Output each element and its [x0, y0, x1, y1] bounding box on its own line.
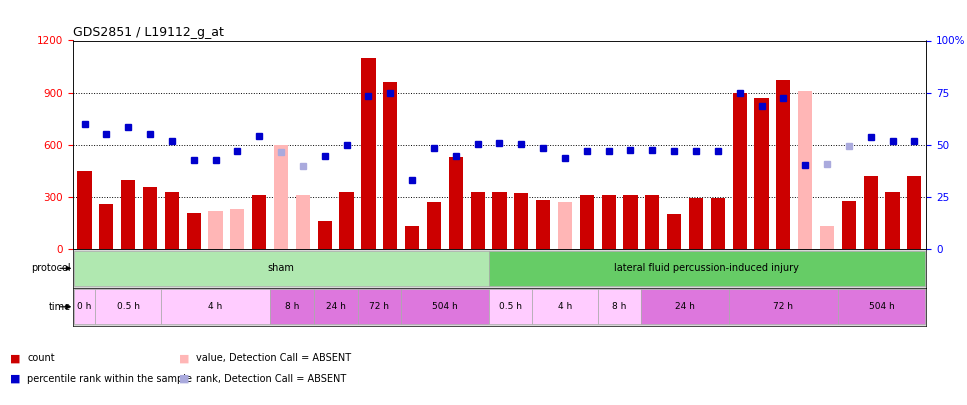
Text: sham: sham: [268, 263, 295, 273]
Text: 0.5 h: 0.5 h: [499, 302, 522, 311]
Text: rank, Detection Call = ABSENT: rank, Detection Call = ABSENT: [196, 374, 346, 384]
Bar: [514, 194, 528, 249]
Bar: [187, 213, 201, 249]
Bar: [558, 202, 572, 249]
Bar: [777, 81, 790, 249]
Bar: [798, 91, 812, 249]
Bar: [96, 289, 161, 324]
Bar: [579, 195, 594, 249]
Bar: [143, 186, 158, 249]
Bar: [838, 289, 925, 324]
Bar: [488, 251, 925, 286]
Text: 504 h: 504 h: [868, 302, 894, 311]
Bar: [641, 289, 729, 324]
Bar: [733, 93, 747, 249]
Text: ■: ■: [179, 374, 190, 384]
Text: time: time: [48, 302, 71, 312]
Bar: [73, 251, 488, 286]
Text: percentile rank within the sample: percentile rank within the sample: [27, 374, 192, 384]
Bar: [270, 289, 314, 324]
Bar: [711, 198, 725, 249]
Text: 8 h: 8 h: [612, 302, 627, 311]
Bar: [598, 289, 641, 324]
Bar: [401, 289, 488, 324]
Bar: [536, 200, 550, 249]
Bar: [754, 98, 769, 249]
Bar: [449, 157, 463, 249]
Bar: [886, 192, 899, 249]
Bar: [729, 289, 838, 324]
Bar: [532, 289, 598, 324]
Bar: [121, 179, 135, 249]
Bar: [624, 195, 637, 249]
Bar: [296, 195, 310, 249]
Text: 504 h: 504 h: [432, 302, 457, 311]
Bar: [426, 202, 441, 249]
Bar: [471, 192, 484, 249]
Bar: [358, 289, 401, 324]
Bar: [488, 289, 532, 324]
Bar: [230, 209, 245, 249]
Bar: [73, 289, 96, 324]
Bar: [339, 192, 354, 249]
Bar: [820, 226, 835, 249]
Text: 0 h: 0 h: [77, 302, 92, 311]
Bar: [667, 214, 682, 249]
Text: ■: ■: [179, 354, 190, 363]
Bar: [314, 289, 358, 324]
Bar: [383, 82, 397, 249]
Text: 4 h: 4 h: [558, 302, 572, 311]
Bar: [362, 58, 375, 249]
Bar: [841, 201, 856, 249]
Bar: [77, 171, 92, 249]
Bar: [864, 176, 878, 249]
Bar: [601, 195, 616, 249]
Bar: [274, 145, 288, 249]
Text: 24 h: 24 h: [675, 302, 695, 311]
Text: 24 h: 24 h: [326, 302, 345, 311]
Bar: [907, 176, 922, 249]
Text: value, Detection Call = ABSENT: value, Detection Call = ABSENT: [196, 354, 351, 363]
Bar: [164, 192, 179, 249]
Bar: [161, 289, 270, 324]
Text: 4 h: 4 h: [209, 302, 222, 311]
Bar: [405, 226, 420, 249]
Text: GDS2851 / L19112_g_at: GDS2851 / L19112_g_at: [73, 26, 223, 39]
Text: 8 h: 8 h: [285, 302, 299, 311]
Text: ■: ■: [10, 354, 20, 363]
Text: protocol: protocol: [31, 263, 71, 273]
Bar: [317, 221, 332, 249]
Text: lateral fluid percussion-induced injury: lateral fluid percussion-induced injury: [614, 263, 800, 273]
Text: 0.5 h: 0.5 h: [117, 302, 139, 311]
Text: ■: ■: [10, 374, 20, 384]
Bar: [645, 195, 659, 249]
Bar: [252, 195, 266, 249]
Text: 72 h: 72 h: [369, 302, 390, 311]
Bar: [209, 211, 222, 249]
Bar: [689, 198, 703, 249]
Bar: [492, 192, 507, 249]
Text: 72 h: 72 h: [774, 302, 793, 311]
Bar: [100, 204, 113, 249]
Text: count: count: [27, 354, 55, 363]
